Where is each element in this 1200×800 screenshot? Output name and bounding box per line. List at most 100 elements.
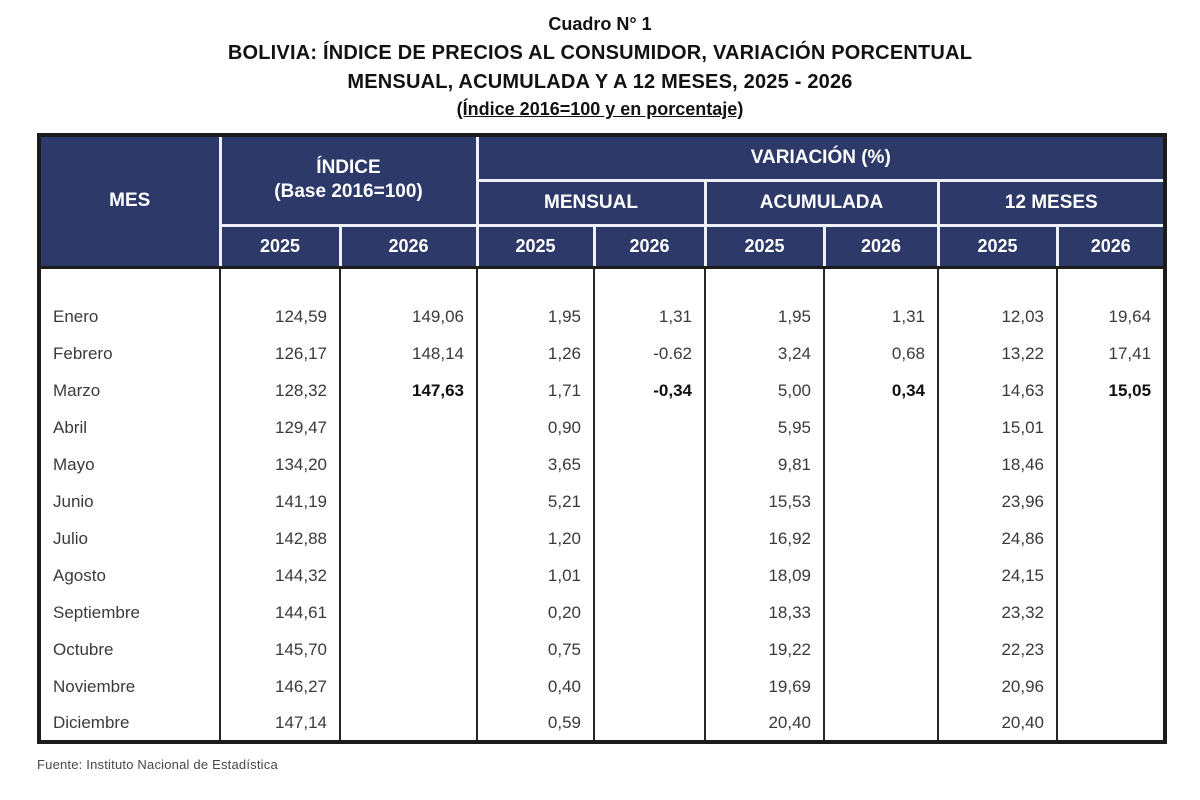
value-cell: 128,32	[219, 372, 341, 409]
table-row: Agosto 144,32 1,01 18,09 24,15	[38, 557, 1167, 594]
value-cell: 134,20	[219, 446, 341, 483]
main-title-line2: MENSUAL, ACUMULADA Y A 12 MESES, 2025 - …	[347, 71, 853, 93]
value-cell: 124,59	[219, 298, 341, 335]
value-cell	[593, 409, 707, 446]
month-cell: Febrero	[38, 335, 221, 372]
table-row: Febrero 126,17 148,14 1,26 -0.62 3,24 0,68 13,2…	[38, 335, 1167, 372]
value-cell	[823, 483, 940, 520]
value-cell: 147,14	[219, 705, 341, 742]
subtitle-units: (Índice 2016=100 y en porcentaje)	[456, 99, 744, 119]
value-cell: 1,31	[593, 298, 707, 335]
year-header-acumulada-2025: 2025	[703, 223, 826, 269]
value-cell	[593, 594, 707, 631]
spacer-cell	[338, 267, 479, 298]
table-row: Mayo 134,20 3,65 9,81 18,46	[38, 446, 1167, 483]
value-cell	[823, 668, 940, 705]
value-cell: 0,59	[476, 705, 596, 742]
spacer-cell	[593, 267, 707, 298]
value-cell: 19,69	[704, 668, 826, 705]
value-cell	[338, 520, 479, 557]
spacer-row	[38, 267, 1167, 298]
value-cell	[593, 520, 707, 557]
month-cell: Abril	[38, 409, 221, 446]
value-cell: 22,23	[937, 631, 1059, 668]
table-row: Junio 141,19 5,21 15,53 23,96	[38, 483, 1167, 520]
value-cell	[338, 631, 479, 668]
value-cell: 5,21	[476, 483, 596, 520]
value-cell: 24,15	[937, 557, 1059, 594]
value-cell	[338, 594, 479, 631]
value-cell: 5,00	[704, 372, 826, 409]
value-cell: 19,22	[704, 631, 826, 668]
value-cell: 23,32	[937, 594, 1059, 631]
value-cell	[338, 705, 479, 742]
month-cell: Marzo	[38, 372, 221, 409]
value-cell: 9,81	[704, 446, 826, 483]
value-cell: 17,41	[1056, 335, 1167, 372]
title-block: Cuadro N° 1 BOLIVIA: ÍNDICE DE PRECIOS A…	[0, 0, 1200, 121]
table-row: Julio 142,88 1,20 16,92 24,86	[38, 520, 1167, 557]
spacer-cell	[219, 267, 341, 298]
value-cell	[1056, 446, 1167, 483]
month-cell: Junio	[38, 483, 221, 520]
value-cell: 1,26	[476, 335, 596, 372]
table-body: Enero 124,59 149,06 1,95 1,31 1,95 1,31 12,03 19…	[38, 267, 1167, 742]
value-cell	[593, 631, 707, 668]
spacer-cell	[823, 267, 940, 298]
value-cell: 1,01	[476, 557, 596, 594]
value-cell	[1056, 594, 1167, 631]
table-row: Noviembre 146,27 0,40 19,69 20,96	[38, 668, 1167, 705]
value-cell: 0,90	[476, 409, 596, 446]
value-cell: 20,96	[937, 668, 1059, 705]
value-cell: 18,09	[704, 557, 826, 594]
value-cell: 1,71	[476, 372, 596, 409]
value-cell: 18,33	[704, 594, 826, 631]
value-cell	[823, 557, 940, 594]
value-cell: 145,70	[219, 631, 341, 668]
value-cell	[823, 705, 940, 742]
spacer-cell	[937, 267, 1059, 298]
value-cell: 147,63	[338, 372, 479, 409]
value-cell	[593, 483, 707, 520]
value-cell: 24,86	[937, 520, 1059, 557]
header-indice-line1: ÍNDICE	[316, 157, 381, 179]
header-mes: MES	[37, 133, 222, 269]
table-row: Abril 129,47 0,90 5,95 15,01	[38, 409, 1167, 446]
value-cell: 3,65	[476, 446, 596, 483]
table-row: Octubre 145,70 0,75 19,22 22,23	[38, 631, 1167, 668]
value-cell	[593, 557, 707, 594]
value-cell	[1056, 631, 1167, 668]
value-cell: 0,40	[476, 668, 596, 705]
year-header-acumulada-2026: 2026	[822, 223, 940, 269]
value-cell	[593, 446, 707, 483]
header-group-mensual: MENSUAL	[475, 178, 707, 227]
value-cell: 19,64	[1056, 298, 1167, 335]
header-group-acumulada: ACUMULADA	[703, 178, 940, 227]
value-cell: 15,01	[937, 409, 1059, 446]
value-cell	[1056, 520, 1167, 557]
value-cell	[1056, 409, 1167, 446]
value-cell: 144,61	[219, 594, 341, 631]
value-cell	[338, 446, 479, 483]
source-note: Fuente: Instituto Nacional de Estadístic…	[37, 757, 278, 772]
year-header-mensual-2026: 2026	[592, 223, 707, 269]
value-cell: 142,88	[219, 520, 341, 557]
value-cell: 1,95	[476, 298, 596, 335]
value-cell: 1,20	[476, 520, 596, 557]
value-cell	[823, 446, 940, 483]
spacer-cell	[38, 267, 221, 298]
value-cell	[1056, 483, 1167, 520]
value-cell	[823, 631, 940, 668]
year-header-12meses-2025: 2025	[936, 223, 1059, 269]
table-header: MES ÍNDICE (Base 2016=100) VARIACIÓN (%)…	[37, 133, 1167, 269]
value-cell	[1056, 705, 1167, 742]
value-cell: 0,34	[823, 372, 940, 409]
value-cell	[1056, 668, 1167, 705]
value-cell	[593, 668, 707, 705]
value-cell: 18,46	[937, 446, 1059, 483]
spacer-cell	[1056, 267, 1167, 298]
value-cell	[338, 668, 479, 705]
value-cell: -0.62	[593, 335, 707, 372]
value-cell	[338, 409, 479, 446]
header-indice: ÍNDICE (Base 2016=100)	[218, 133, 479, 227]
